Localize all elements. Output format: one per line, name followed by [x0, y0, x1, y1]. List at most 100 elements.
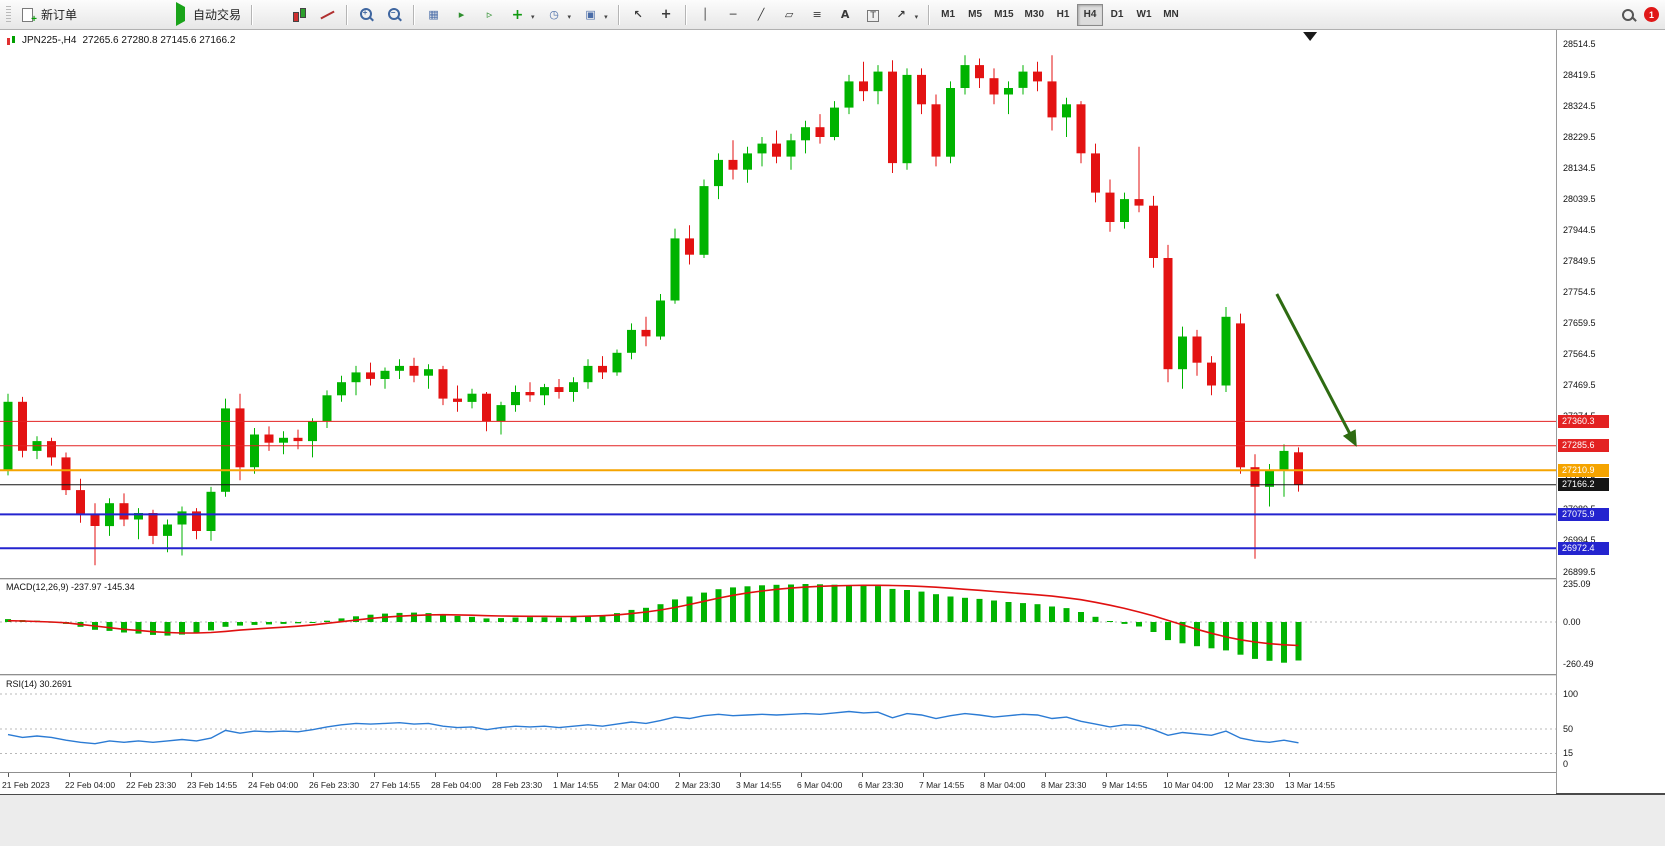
chevron-down-icon [568, 8, 572, 22]
rsi-label: RSI(14) 30.2691 [6, 679, 72, 689]
cursor-button[interactable] [625, 3, 652, 27]
pane-splitter[interactable] [0, 578, 1665, 580]
timeframe-mn[interactable]: MN [1158, 4, 1184, 26]
channel-button[interactable] [776, 3, 803, 27]
time-tick [130, 773, 131, 777]
time-axis-label: 22 Feb 23:30 [126, 780, 177, 790]
price-axis-label: 28134.5 [1563, 162, 1596, 173]
macd-indicator-panel[interactable] [0, 580, 1556, 674]
sync-button[interactable] [139, 3, 166, 27]
price-axis-label: 27849.5 [1563, 255, 1596, 266]
text-label-button[interactable] [860, 3, 887, 27]
line-chart-button[interactable] [314, 3, 341, 27]
fibonacci-button[interactable] [804, 3, 831, 27]
candlestick-chart-button[interactable] [286, 3, 313, 27]
time-tick [69, 773, 70, 777]
trendline-button[interactable] [748, 3, 775, 27]
zoom-out-button[interactable] [381, 3, 408, 27]
vertical-line-button[interactable] [692, 3, 719, 27]
periods-clock-icon [546, 7, 563, 23]
time-axis-label: 21 Feb 2023 [2, 780, 50, 790]
candlestick-chart[interactable] [0, 30, 1556, 578]
time-tick [1228, 773, 1229, 777]
chart-shift-button[interactable] [476, 3, 503, 27]
globe-button[interactable] [111, 3, 138, 27]
auto-scroll-button[interactable] [448, 3, 475, 27]
chart-symbol-icon [6, 35, 16, 46]
arrow-objects-icon [893, 7, 910, 23]
time-tick [252, 773, 253, 777]
pane-splitter[interactable] [0, 674, 1665, 676]
time-axis-label: 8 Mar 04:00 [980, 780, 1026, 790]
macd-axis-label: 0.00 [1563, 616, 1581, 627]
autotrade-button[interactable]: 自动交易 [167, 1, 246, 27]
time-axis-label: 13 Mar 14:55 [1285, 780, 1336, 790]
price-tag-27075.9: 27075.9 [1558, 507, 1609, 521]
price-axis-label: 27944.5 [1563, 224, 1596, 235]
toolbar-grip[interactable] [6, 5, 11, 24]
tile-windows-icon [425, 7, 442, 23]
price-tag-27360.3: 27360.3 [1558, 414, 1609, 428]
autotrade-label: 自动交易 [193, 8, 242, 22]
vertical-line-icon [697, 7, 714, 23]
toolbar-separator [413, 4, 416, 25]
horizontal-line-button[interactable] [720, 3, 747, 27]
search-icon[interactable] [1620, 7, 1637, 23]
toolbar-separator [617, 4, 620, 25]
zoom-in-button[interactable] [353, 3, 380, 27]
tile-windows-button[interactable] [420, 3, 447, 27]
time-tick [374, 773, 375, 777]
time-tick [923, 773, 924, 777]
chart-symbol-period: JPN225-,H4 [22, 35, 77, 46]
timeframe-d1[interactable]: D1 [1104, 4, 1130, 26]
chevron-down-icon [604, 8, 608, 22]
periods-button[interactable] [541, 3, 577, 27]
templates-button[interactable] [577, 3, 613, 27]
chevron-down-icon [531, 8, 535, 22]
arrow-objects-button[interactable] [888, 3, 924, 27]
time-tick [1045, 773, 1046, 777]
fibonacci-icon [809, 7, 826, 23]
hammer-button[interactable] [83, 3, 110, 27]
rsi-value: 30.2691 [39, 679, 73, 689]
timeframe-h4[interactable]: H4 [1077, 3, 1103, 26]
price-axis-label: 28514.5 [1563, 38, 1596, 49]
toolbar-separator [928, 4, 931, 25]
rsi-indicator-panel[interactable] [0, 676, 1556, 772]
timeframe-w1[interactable]: W1 [1131, 4, 1157, 26]
text-button[interactable] [832, 3, 859, 27]
price-axis[interactable]: 28514.5 28419.5 28324.5 28229.5 28134.5 28039… [1557, 30, 1665, 793]
time-tick [1106, 773, 1107, 777]
crosshair-button[interactable] [653, 3, 680, 27]
axis-border [1556, 30, 1557, 793]
time-axis-label: 28 Feb 04:00 [431, 780, 482, 790]
add-indicator-button[interactable] [504, 3, 540, 27]
timeframe-h1[interactable]: H1 [1050, 4, 1076, 26]
timeframe-m5[interactable]: M5 [962, 4, 988, 26]
time-tick [1289, 773, 1290, 777]
timeframe-m15[interactable]: M15 [989, 4, 1018, 26]
price-axis-label: 28419.5 [1563, 69, 1596, 80]
notification-badge[interactable]: 1 [1644, 7, 1659, 22]
time-axis-label: 23 Feb 14:55 [187, 780, 238, 790]
price-axis-label: 28229.5 [1563, 131, 1596, 142]
rsi-axis-label: 100 [1563, 688, 1579, 699]
new-order-button[interactable]: 新订单 [15, 3, 82, 27]
bar-chart-button[interactable] [258, 3, 285, 27]
timeframe-m1[interactable]: M1 [935, 4, 961, 26]
price-axis-label: 26899.5 [1563, 566, 1596, 577]
rsi-axis-label: 15 [1563, 748, 1574, 758]
line-chart-icon [319, 7, 336, 23]
status-area [0, 795, 1665, 846]
timeframe-m30[interactable]: M30 [1020, 4, 1049, 26]
down-arrow-annotation[interactable] [1275, 293, 1357, 447]
toolbar-separator [251, 4, 254, 25]
time-axis-label: 6 Mar 04:00 [797, 780, 843, 790]
time-axis[interactable]: 21 Feb 2023 22 Feb 04:00 22 Feb 23:30 23 Fe… [0, 772, 1556, 794]
toolbar: 新订单 自动交易 [0, 0, 1665, 30]
trendline-icon [753, 7, 770, 23]
time-axis-label: 27 Feb 14:55 [370, 780, 421, 790]
macd-axis-label: 235.09 [1563, 578, 1591, 589]
autotrade-icon [176, 1, 186, 26]
timeframe-toolbar: M1 M5 M15 M30 H1 H4 D1 W1 MN [935, 3, 1184, 26]
